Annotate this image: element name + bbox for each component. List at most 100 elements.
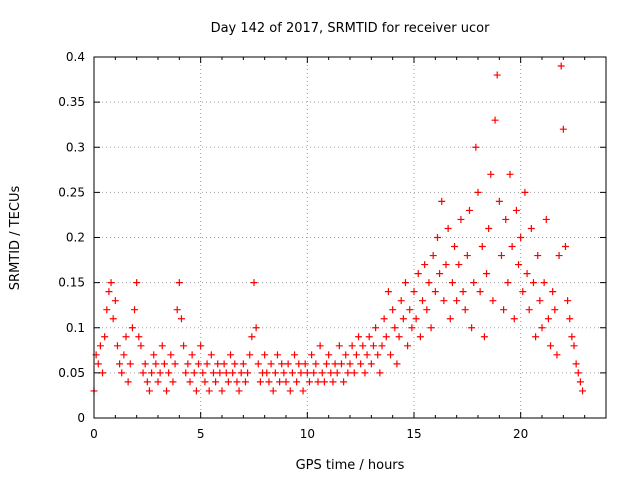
data-point (239, 360, 247, 368)
data-point (244, 369, 252, 377)
data-point (120, 351, 128, 359)
y-tick-label: 0 (77, 411, 85, 425)
data-point (515, 261, 523, 269)
data-point (438, 197, 446, 205)
data-point (463, 252, 471, 260)
data-point (568, 333, 576, 341)
data-point (544, 315, 552, 323)
data-point (448, 279, 456, 287)
data-point (261, 351, 269, 359)
data-point (440, 297, 448, 305)
data-point (141, 360, 149, 368)
data-point (487, 170, 495, 178)
data-point (561, 243, 569, 251)
data-point (312, 360, 320, 368)
data-point (508, 243, 516, 251)
data-point (291, 351, 299, 359)
data-point (574, 369, 582, 377)
data-point (169, 378, 177, 386)
data-point (344, 369, 352, 377)
y-tick-label: 0.2 (66, 231, 85, 245)
data-point (414, 270, 422, 278)
x-axis-label: GPS time / hours (296, 458, 405, 473)
data-point (500, 306, 508, 314)
data-point (207, 351, 215, 359)
data-point (387, 351, 395, 359)
data-point (111, 297, 119, 305)
data-point (542, 215, 550, 223)
data-point (352, 351, 360, 359)
data-point (331, 360, 339, 368)
data-point (517, 234, 525, 241)
data-point (190, 369, 198, 377)
data-point (218, 387, 226, 395)
data-point (133, 279, 141, 287)
data-point (510, 315, 518, 323)
data-point (152, 360, 160, 368)
data-point (453, 297, 461, 305)
data-point (476, 288, 484, 296)
data-point (280, 369, 288, 377)
data-point (276, 378, 284, 386)
data-point (154, 378, 162, 386)
data-point (357, 360, 365, 368)
data-point (419, 297, 427, 305)
data-point (227, 351, 235, 359)
data-point (201, 378, 209, 386)
data-point (474, 188, 482, 196)
data-point (150, 351, 158, 359)
data-point (410, 288, 418, 296)
data-point (229, 369, 237, 377)
y-tick-label: 0.25 (58, 185, 85, 199)
data-point (212, 378, 220, 386)
data-point (145, 387, 153, 395)
data-point (177, 315, 185, 323)
data-point (529, 279, 537, 287)
data-point (171, 360, 179, 368)
data-point (282, 378, 290, 386)
data-point (491, 116, 499, 124)
data-point (220, 360, 228, 368)
data-point (521, 188, 529, 196)
data-point (412, 315, 420, 323)
data-point (265, 378, 273, 386)
data-point (459, 288, 467, 296)
data-point (299, 387, 307, 395)
data-point (555, 252, 563, 260)
ticks-layer: 0 5 10 15 20 0 0.05 0.1 0.15 0.2 0.25 0.3 0.35 0.4 (58, 50, 606, 441)
data-point (355, 333, 363, 341)
data-point (527, 224, 535, 232)
data-point (250, 279, 258, 287)
data-point (391, 324, 399, 332)
x-tick-label: 20 (513, 427, 528, 441)
data-point (442, 261, 450, 269)
data-point (502, 215, 510, 223)
data-point (340, 378, 348, 386)
data-point (506, 170, 514, 178)
data-point (553, 351, 561, 359)
data-point (446, 315, 454, 323)
data-point (135, 333, 143, 341)
data-point (472, 143, 480, 151)
data-point (284, 360, 292, 368)
data-point (314, 378, 322, 386)
data-point (158, 342, 166, 350)
data-point (320, 378, 328, 386)
data-point (297, 369, 305, 377)
data-point (431, 288, 439, 296)
data-point (131, 306, 139, 314)
data-point (497, 252, 505, 260)
data-point (329, 378, 337, 386)
data-point (523, 270, 531, 278)
data-point (457, 215, 465, 223)
data-point (246, 351, 254, 359)
data-point (384, 288, 392, 296)
data-point (455, 261, 463, 269)
data-point (175, 279, 183, 287)
data-point (393, 360, 401, 368)
data-point (295, 360, 303, 368)
data-point (192, 387, 200, 395)
data-point (465, 206, 473, 214)
data-point (444, 224, 452, 232)
data-point (252, 324, 260, 332)
